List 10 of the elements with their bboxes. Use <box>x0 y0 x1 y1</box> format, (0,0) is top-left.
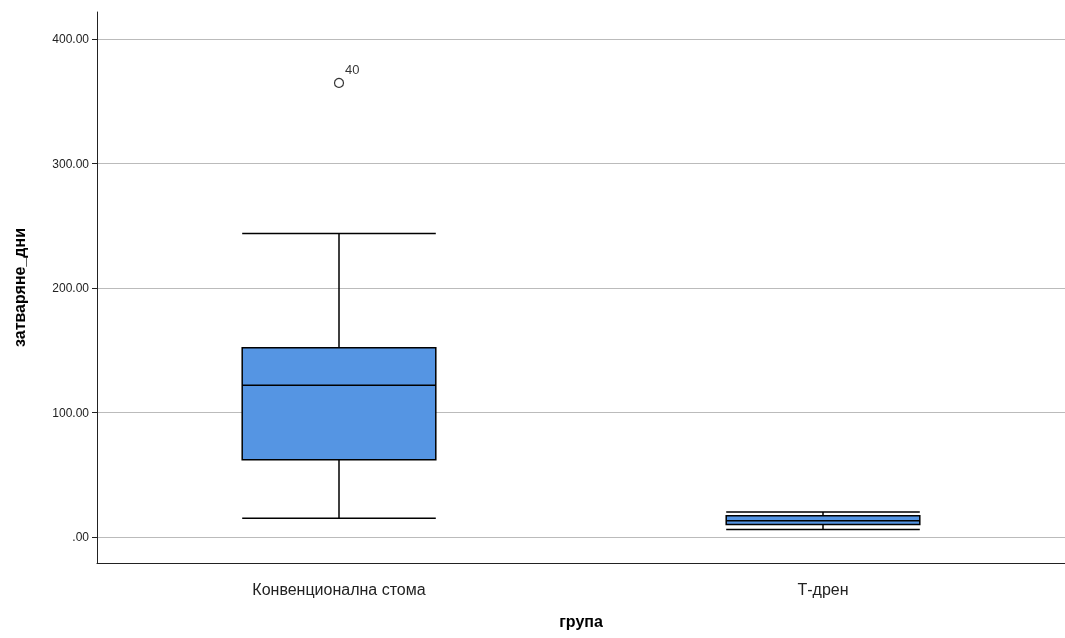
annotation: 40 <box>345 61 360 77</box>
x-tick-label: Конвенционална стома <box>252 580 426 598</box>
y-axis-title: затваряне_дни <box>10 227 28 348</box>
y-tick-label: 100.00 <box>52 405 90 420</box>
y-tick-label: 400.00 <box>52 32 90 47</box>
x-axis-title: група <box>559 612 603 630</box>
x-tick-label: Т-дрен <box>797 580 849 598</box>
y-tick-label: 200.00 <box>52 281 90 296</box>
y-tick-label: .00 <box>72 529 90 544</box>
y-tick-label: 300.00 <box>52 156 90 171</box>
